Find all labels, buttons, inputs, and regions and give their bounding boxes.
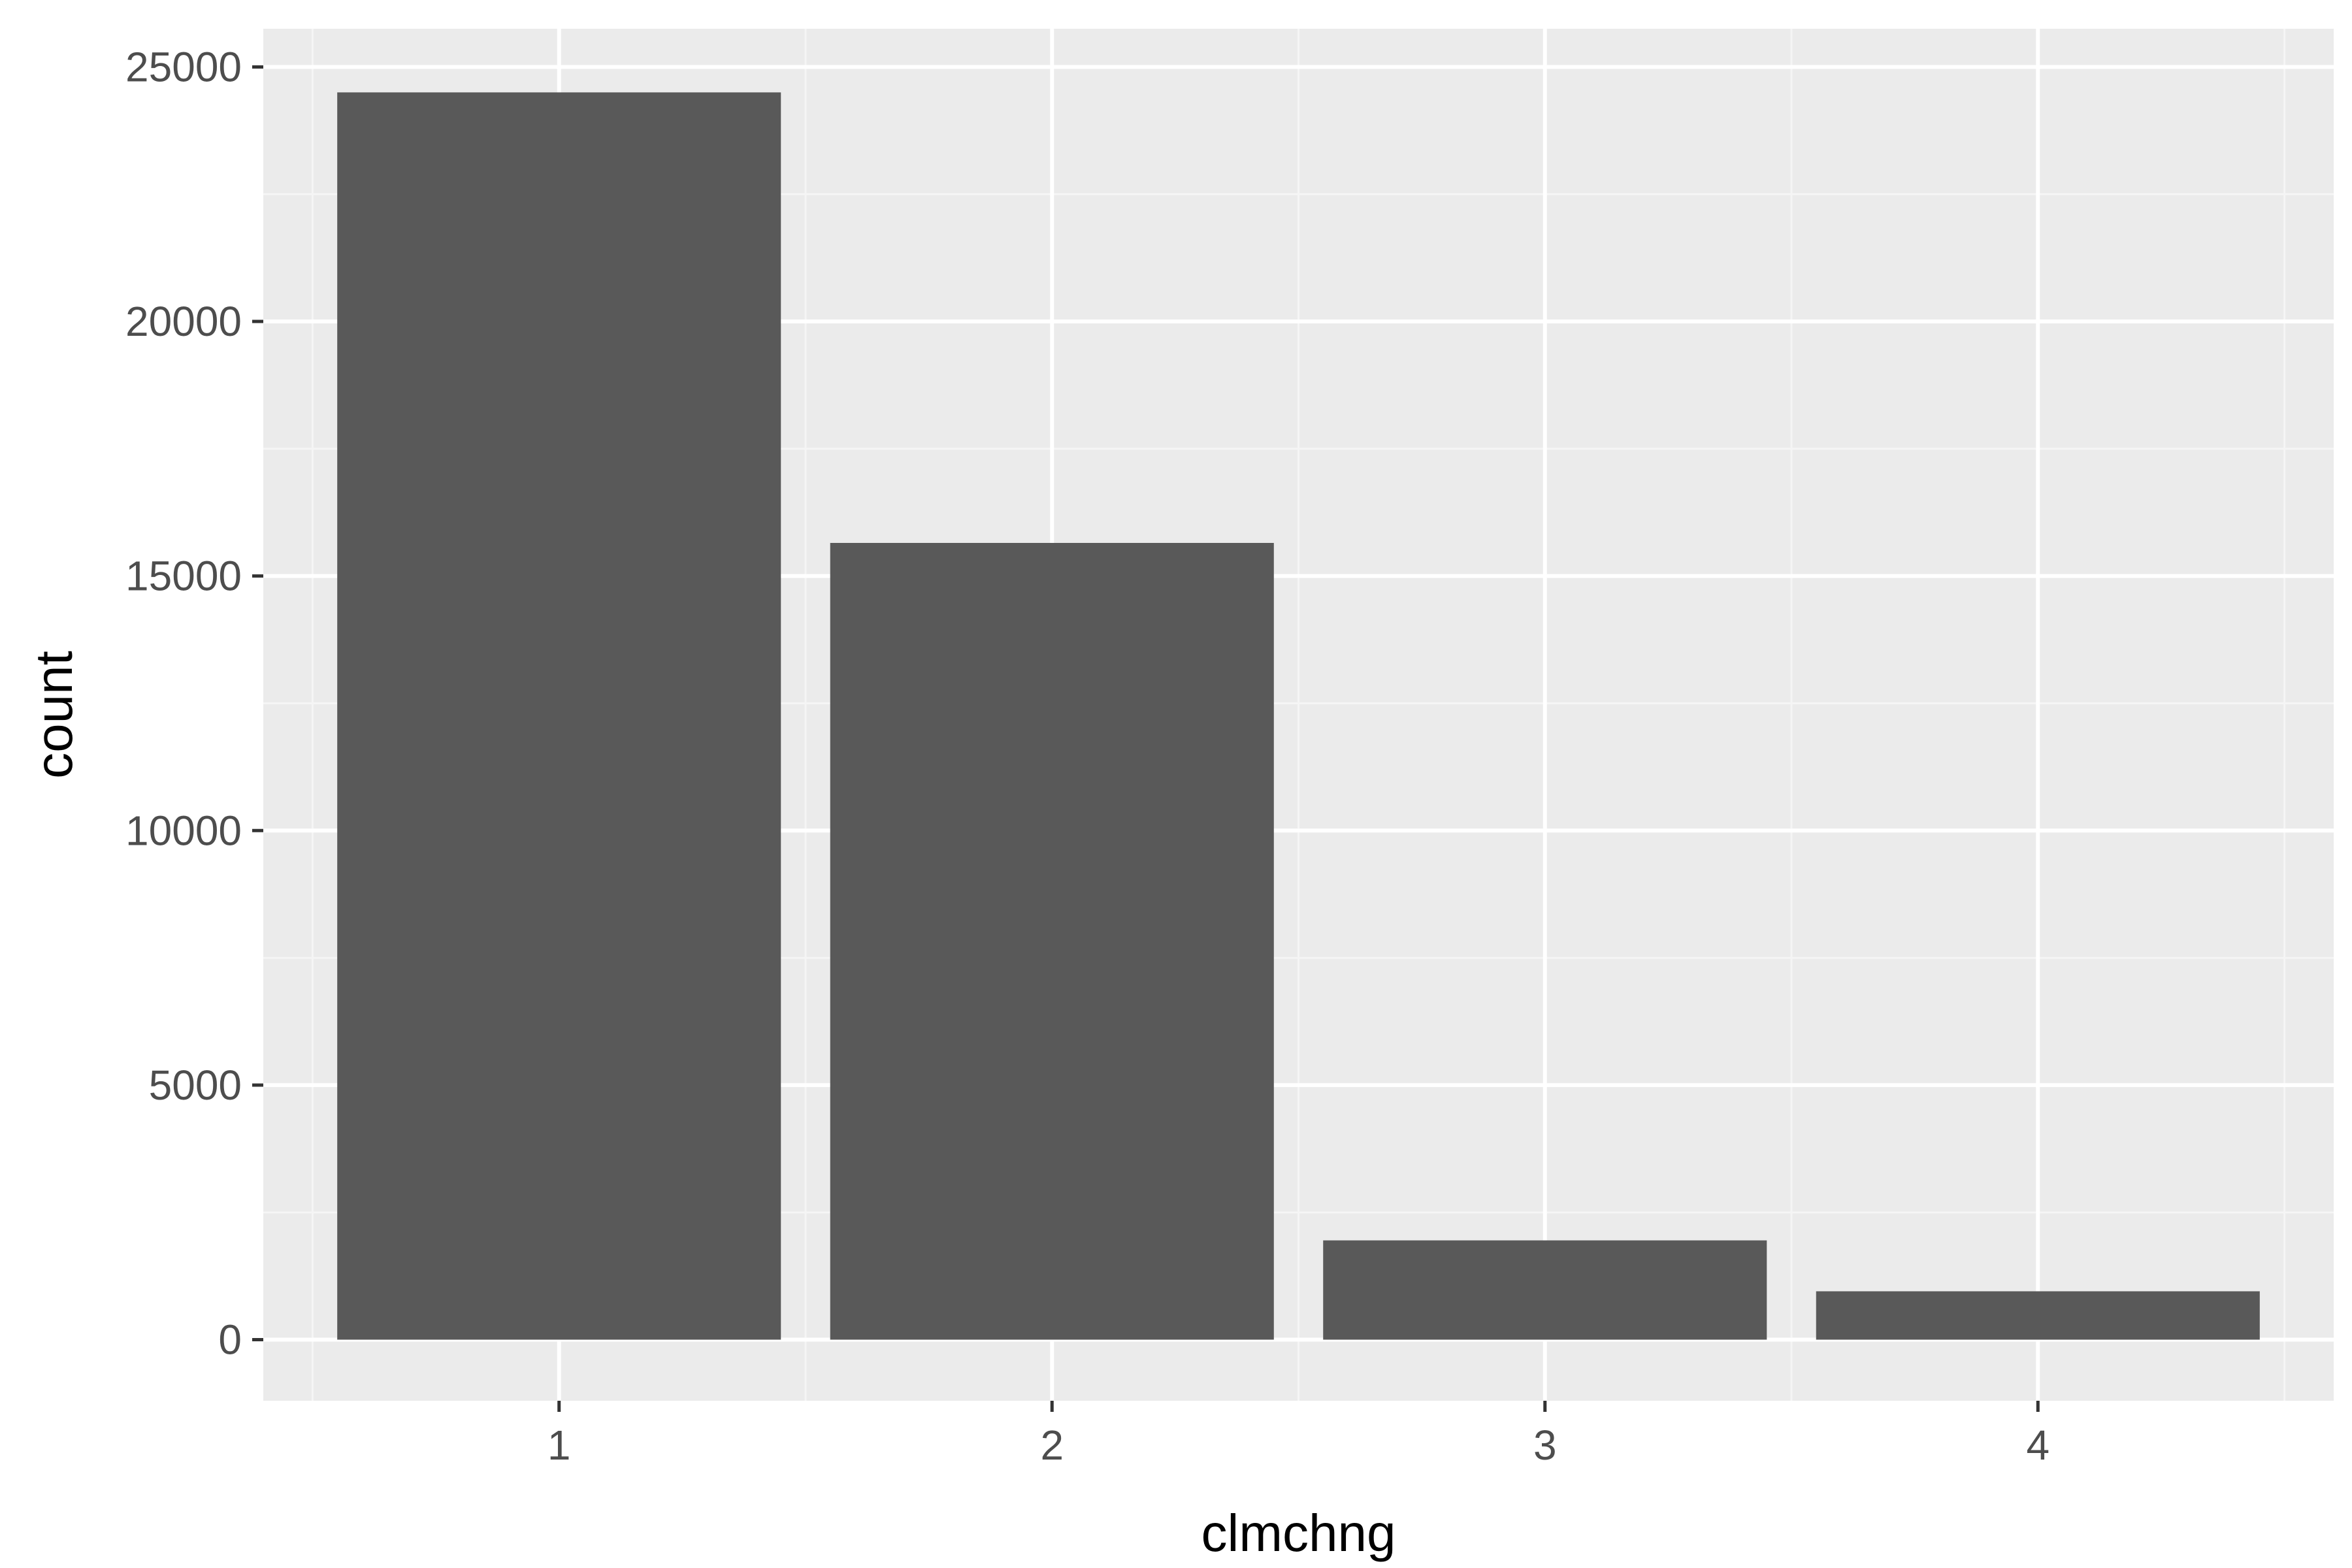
y-tick-label: 15000 xyxy=(125,553,242,600)
y-tick-label: 20000 xyxy=(125,298,242,345)
x-tick-label: 4 xyxy=(2026,1422,2050,1469)
bar-1 xyxy=(337,92,781,1340)
x-tick-label: 2 xyxy=(1040,1422,1064,1469)
y-tick-label: 25000 xyxy=(125,43,242,90)
bar-2 xyxy=(830,543,1274,1340)
x-tick-label: 1 xyxy=(547,1422,571,1469)
y-tick-label: 10000 xyxy=(125,807,242,854)
y-tick-label: 5000 xyxy=(149,1062,242,1109)
bars xyxy=(337,92,2260,1340)
bar-3 xyxy=(1323,1240,1767,1340)
y-axis: 0 5000 10000 15000 20000 25000 xyxy=(125,43,263,1363)
x-axis-title: clmchng xyxy=(1201,1504,1396,1562)
x-tick-label: 3 xyxy=(1533,1422,1557,1469)
y-axis-title: count xyxy=(25,651,83,779)
bar-4 xyxy=(1816,1291,2260,1340)
y-tick-label: 0 xyxy=(218,1316,242,1363)
x-axis: 1 2 3 4 xyxy=(547,1401,2050,1469)
